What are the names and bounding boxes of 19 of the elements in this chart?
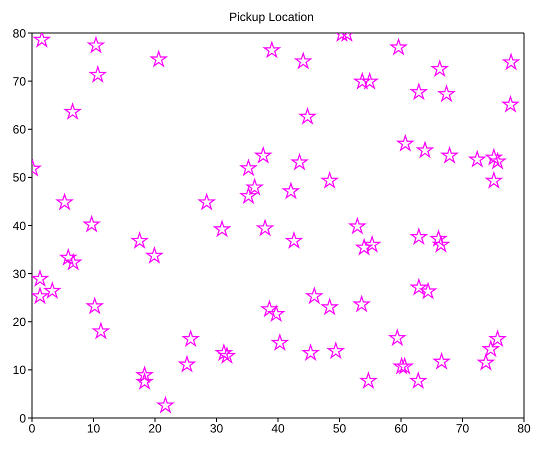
chart-title: Pickup Location [228, 9, 315, 26]
y-tick-label: 0 [19, 411, 26, 426]
y-tick-label: 20 [12, 315, 26, 330]
x-tick-label: 0 [28, 422, 36, 436]
y-tick-label: 70 [12, 74, 26, 88]
x-tick-label: 60 [394, 422, 408, 436]
x-tick-label: 10 [86, 422, 100, 436]
x-tick-label: 40 [271, 422, 285, 436]
x-tick-label: 80 [517, 422, 531, 436]
x-tick-label: 30 [210, 422, 224, 436]
y-tick-label: 30 [12, 266, 26, 281]
x-tick-label: 50 [332, 422, 346, 436]
y-tick-label: 10 [12, 363, 26, 378]
x-tick-label: 20 [148, 422, 162, 436]
y-tick-label: 50 [12, 170, 26, 185]
y-tick-label: 80 [12, 26, 26, 40]
y-tick-label: 60 [12, 122, 26, 137]
x-tick-label: 70 [456, 422, 470, 436]
y-tick-label: 40 [12, 218, 26, 233]
